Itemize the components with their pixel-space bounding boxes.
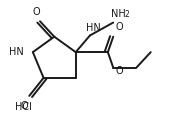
Text: HCl: HCl [15,102,32,112]
Text: 2: 2 [125,10,130,19]
Text: O: O [116,22,123,32]
Text: HN: HN [9,47,24,57]
Text: O: O [33,7,40,17]
Text: NH: NH [111,9,125,19]
Text: HN: HN [86,24,101,34]
Text: O: O [116,66,123,76]
Text: O: O [20,101,28,111]
